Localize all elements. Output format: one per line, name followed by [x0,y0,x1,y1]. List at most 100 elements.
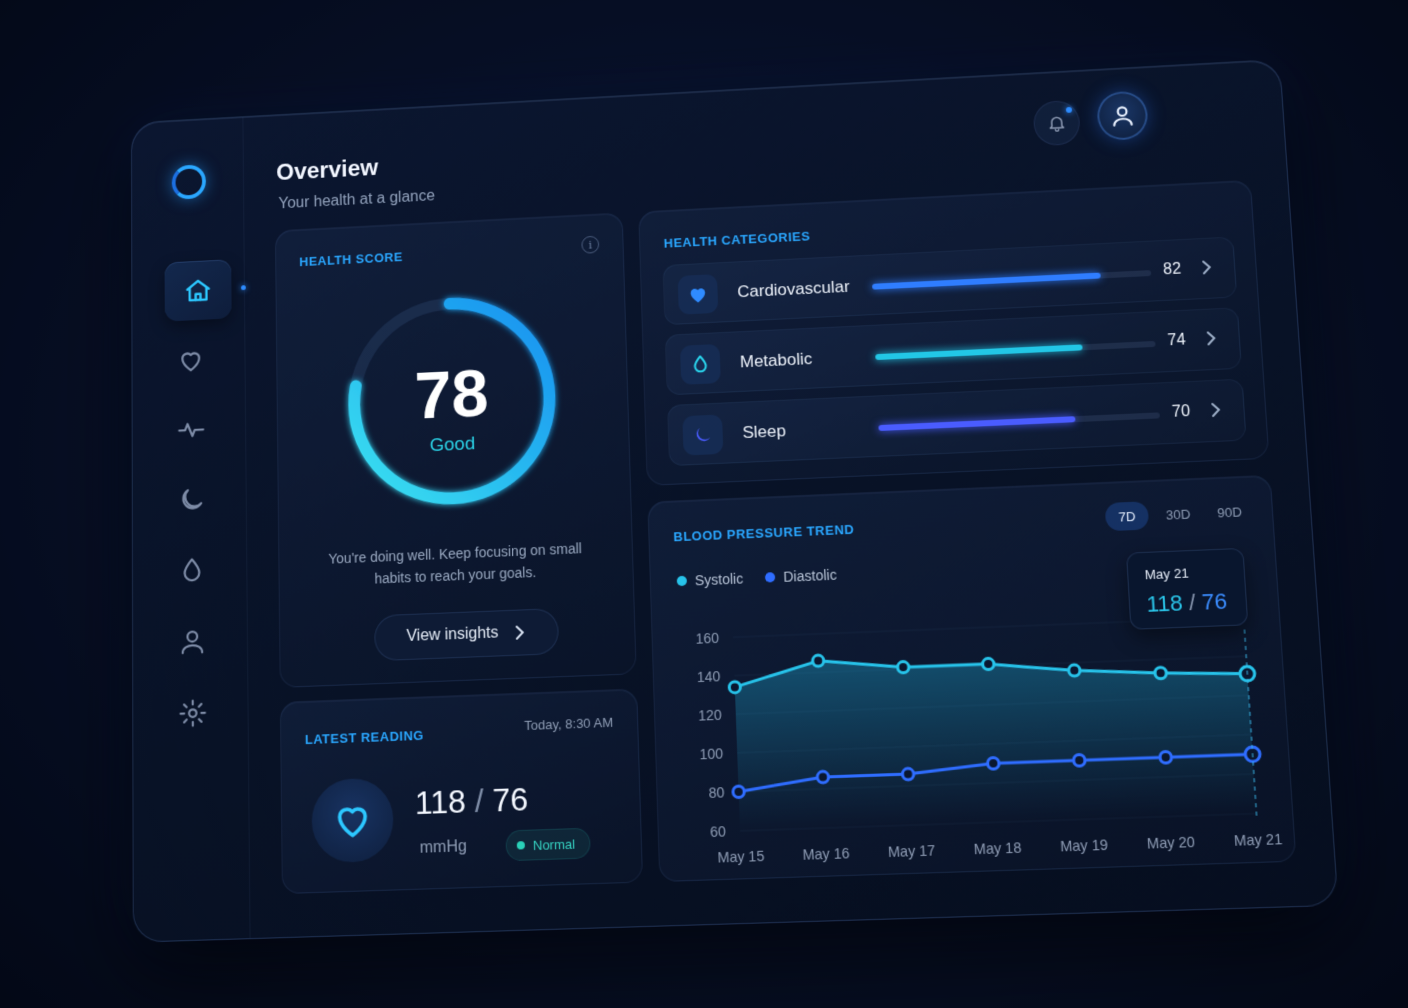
diastolic-point [733,786,745,798]
y-tick-label: 160 [695,630,719,646]
legend-diastolic: Diastolic [765,567,837,586]
health-score-value: 78 [277,348,628,440]
category-value: 74 [1167,332,1186,351]
legend-dot [677,576,687,586]
reading-separator: / [474,782,484,819]
user-icon [1109,102,1137,128]
tooltip-separator: / [1188,590,1196,616]
reading-systolic: 118 [415,783,467,821]
x-tick-label: May 16 [802,846,850,863]
systolic-point [812,655,824,667]
status-badge-label: Normal [533,836,576,853]
y-tick-label: 100 [699,746,724,763]
chevron-right-icon [1197,256,1217,278]
category-progress-track [878,412,1160,431]
active-indicator-dot [241,285,246,290]
systolic-point [729,681,741,693]
tooltip-value: 118 / 76 [1146,588,1228,618]
health-score-label: HEALTH SCORE [299,250,403,270]
chevron-right-icon [1206,398,1226,421]
sidebar-item-home[interactable] [165,259,232,321]
legend-label: Systolic [695,570,744,588]
systolic-point [1068,665,1080,677]
category-progress-fill [875,344,1082,360]
status-dot [517,841,525,849]
legend-dot [765,572,775,582]
home-icon [184,275,213,305]
category-icon-badge [682,414,723,455]
diastolic-point [817,771,829,783]
user-icon [178,626,207,657]
systolic-point [897,661,909,673]
diastolic-point [987,757,999,769]
heart-icon [330,797,374,843]
view-insights-button[interactable]: View insights [374,608,559,661]
diastolic-point [1073,754,1085,766]
reading-unit: mmHg [420,838,467,858]
tooltip-systolic: 118 [1146,590,1184,617]
diastolic-point [902,768,914,780]
moon-icon [692,424,715,447]
x-tick-label: May 19 [1060,837,1109,855]
sidebar-item-heart[interactable] [168,336,214,384]
x-tick-label: May 21 [1234,831,1283,849]
y-tick-label: 140 [697,669,721,685]
chart-tooltip: May 21 118 / 76 [1126,548,1248,630]
chevron-right-icon [1201,327,1221,350]
sidebar-item-settings[interactable] [169,688,216,738]
y-tick-label: 80 [708,785,725,801]
category-progress-fill [872,273,1101,290]
notification-dot [1066,107,1072,113]
reading-diastolic: 76 [492,781,528,819]
info-icon[interactable]: i [581,236,599,254]
notifications-button[interactable] [1033,100,1081,147]
page-title: Overview [276,155,378,187]
app-logo [172,164,206,200]
view-insights-label: View insights [406,624,498,646]
x-tick-label: May 15 [717,848,764,865]
page-subtitle: Your health at a glance [278,188,435,213]
category-progress-fill [878,416,1075,431]
sidebar-item-hydration[interactable] [169,546,216,595]
category-icon-badge [678,274,719,315]
category-progress-track [875,341,1155,360]
tooltip-date: May 21 [1144,565,1189,582]
gear-icon [178,698,207,729]
tab-7d[interactable]: 7D [1105,501,1150,531]
systolic-point [1155,667,1167,679]
category-name: Cardiovascular [737,277,850,302]
category-value: 82 [1163,261,1182,280]
tab-30d[interactable]: 30D [1156,499,1201,529]
x-tick-label: May 17 [888,843,936,861]
reading-heart-badge [311,777,394,863]
pulse-icon [177,415,206,445]
category-progress-track [872,270,1151,290]
systolic-point [982,658,994,670]
chevron-right-icon [512,624,526,641]
diastolic-point [1160,751,1172,763]
tooltip-diastolic: 76 [1201,588,1228,614]
category-row-sleep[interactable]: Sleep 70 [667,379,1247,466]
x-tick-label: May 18 [974,840,1022,858]
sidebar-item-sleep[interactable] [168,476,215,525]
app-window: Overview Your health at a glance HEALTH … [131,59,1339,943]
heart-icon [176,345,205,375]
category-name: Metabolic [740,349,813,372]
sidebar-item-profile[interactable] [169,617,216,666]
heart-icon [687,283,709,305]
category-icon-badge [680,344,721,385]
reading-timestamp: Today, 8:30 AM [524,715,613,733]
tab-90d[interactable]: 90D [1207,497,1252,527]
bp-trend-card: 60 80 100 120 140 160 May 15 May 16 May 17 May 18… [647,475,1296,882]
health-categories-label: HEALTH CATEGORIES [663,229,810,251]
health-categories-card: HEALTH CATEGORIES Cardiovascular 82 Meta… [638,180,1269,486]
reading-value: 118 / 76 [415,781,529,823]
drop-icon [689,353,712,376]
drop-icon [177,555,206,586]
y-tick-label: 60 [710,824,727,840]
sidebar-item-activity[interactable] [168,406,214,455]
category-name: Sleep [742,421,786,443]
avatar[interactable] [1096,90,1149,141]
status-badge: Normal [505,828,590,862]
